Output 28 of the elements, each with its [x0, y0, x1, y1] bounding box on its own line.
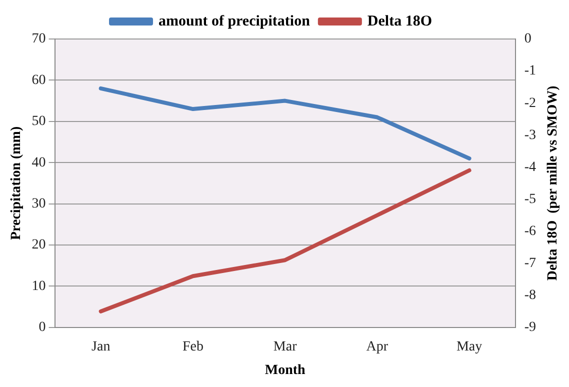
y-tick-label: 70: [32, 32, 46, 47]
x-tick-label: Jan: [92, 339, 110, 354]
x-axis-title: Month: [264, 363, 306, 378]
x-tick-label: May: [456, 339, 482, 354]
y2-tick-label: -8: [524, 288, 536, 304]
y2-tick-label: -1: [524, 64, 536, 79]
y-axis-title: Precipitation (mm): [9, 126, 24, 240]
y-tick-label: 40: [32, 155, 46, 170]
legend-label: Delta 18O: [367, 13, 432, 30]
y2-tick-label: -7: [524, 256, 536, 271]
x-tick-label: Mar: [273, 339, 298, 354]
y2-tick-label: -9: [524, 320, 536, 336]
y-tick-label: 60: [32, 72, 46, 88]
y2-tick-label: -2: [524, 96, 536, 111]
y2-tick-label: -3: [524, 128, 536, 143]
y2-tick-label: 0: [524, 32, 532, 47]
legend-label: amount of precipitation: [158, 13, 311, 30]
y2-axis-title: Delta 18O (per mille vs SMOW): [546, 85, 561, 281]
x-tick-label: Feb: [182, 339, 204, 354]
y-tick-label: 30: [32, 196, 46, 212]
y2-tick-label: -5: [524, 192, 536, 207]
y-tick-label: 10: [32, 278, 46, 294]
y-tick-label: 0: [38, 320, 46, 336]
x-tick-label: Apr: [366, 339, 388, 354]
y-tick-label: 50: [32, 114, 46, 130]
y2-tick-label: -6: [524, 224, 536, 239]
y2-tick-label: -4: [524, 160, 536, 175]
y-tick-label: 20: [32, 238, 46, 253]
